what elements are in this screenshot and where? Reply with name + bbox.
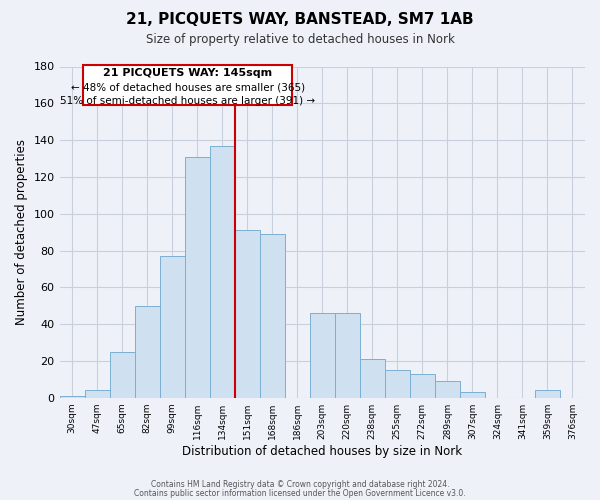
Bar [85, 390, 110, 398]
Bar [410, 374, 435, 398]
Bar [209, 146, 235, 398]
Bar [160, 256, 185, 398]
Bar [260, 234, 285, 398]
Text: 21, PICQUETS WAY, BANSTEAD, SM7 1AB: 21, PICQUETS WAY, BANSTEAD, SM7 1AB [126, 12, 474, 28]
Text: 51% of semi-detached houses are larger (391) →: 51% of semi-detached houses are larger (… [60, 96, 316, 106]
Text: Size of property relative to detached houses in Nork: Size of property relative to detached ho… [146, 32, 454, 46]
Bar [535, 390, 560, 398]
Bar [335, 313, 360, 398]
Text: Contains HM Land Registry data © Crown copyright and database right 2024.: Contains HM Land Registry data © Crown c… [151, 480, 449, 489]
Bar [235, 230, 260, 398]
Bar [385, 370, 410, 398]
Text: 21 PICQUETS WAY: 145sqm: 21 PICQUETS WAY: 145sqm [103, 68, 272, 78]
Y-axis label: Number of detached properties: Number of detached properties [15, 139, 28, 325]
Text: ← 48% of detached houses are smaller (365): ← 48% of detached houses are smaller (36… [71, 82, 305, 92]
Bar [460, 392, 485, 398]
FancyBboxPatch shape [83, 64, 292, 105]
Bar [59, 396, 85, 398]
Text: Contains public sector information licensed under the Open Government Licence v3: Contains public sector information licen… [134, 488, 466, 498]
Bar [134, 306, 160, 398]
Bar [360, 359, 385, 398]
Bar [110, 352, 134, 398]
Bar [185, 156, 209, 398]
X-axis label: Distribution of detached houses by size in Nork: Distribution of detached houses by size … [182, 444, 463, 458]
Bar [435, 381, 460, 398]
Bar [310, 313, 335, 398]
